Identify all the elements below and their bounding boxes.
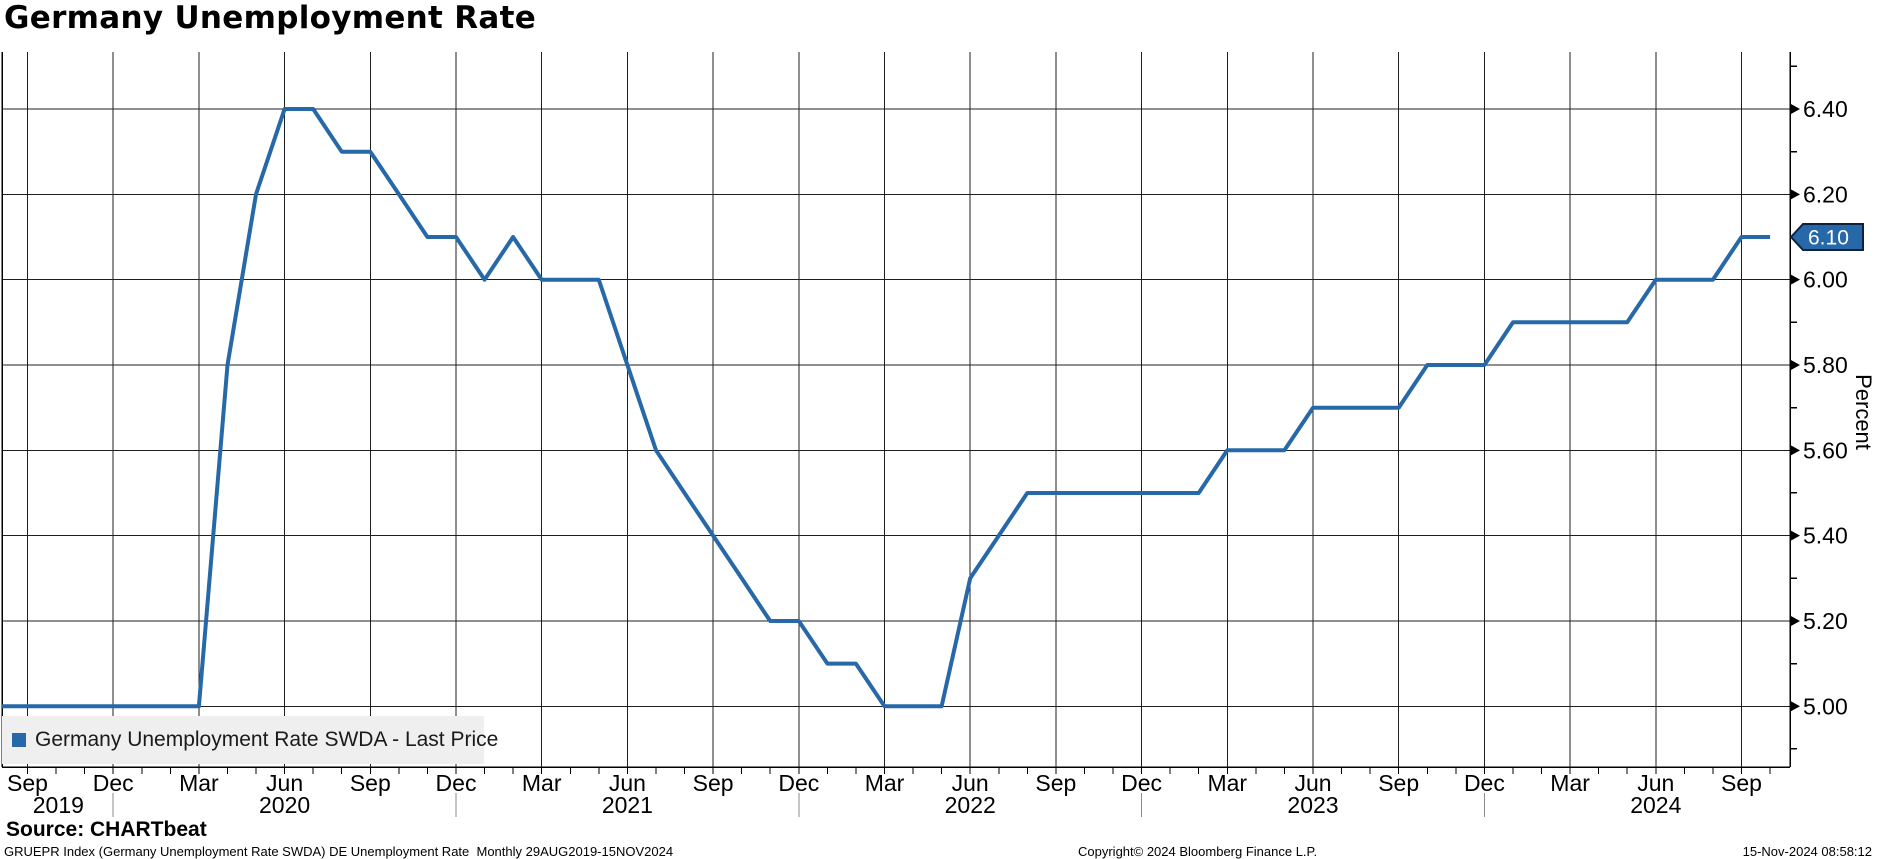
y-axis-title: Percent: [1851, 374, 1876, 450]
y-tick-arrow-icon: [1790, 359, 1800, 371]
y-tick-label: 6.00: [1803, 267, 1848, 293]
x-tick-label: Dec: [778, 770, 819, 796]
x-tick-label: Jun: [609, 770, 646, 796]
y-tick-arrow-icon: [1790, 444, 1800, 456]
footer-security-description: GRUEPR Index (Germany Unemployment Rate …: [4, 844, 674, 859]
x-year-label: 2022: [945, 792, 996, 818]
x-year-label: 2019: [33, 792, 84, 818]
x-tick-label: Dec: [1121, 770, 1162, 796]
legend: Germany Unemployment Rate SWDA - Last Pr…: [2, 716, 498, 764]
x-tick-label: Dec: [1464, 770, 1505, 796]
x-tick-label: Mar: [179, 770, 219, 796]
y-tick-label: 6.20: [1803, 181, 1848, 207]
x-tick-label: Mar: [1207, 770, 1247, 796]
x-tick-label: Jun: [952, 770, 989, 796]
y-tick-arrow-icon: [1790, 700, 1800, 712]
y-tick-label: 5.40: [1803, 523, 1848, 549]
footer-copyright: Copyright© 2024 Bloomberg Finance L.P.: [1078, 844, 1318, 859]
x-tick-label: Sep: [693, 770, 734, 796]
x-tick-label: Sep: [7, 770, 48, 796]
last-price-label: 6.10: [1808, 226, 1849, 249]
x-year-label: 2023: [1287, 792, 1338, 818]
series-line: [2, 107, 1771, 709]
y-tick-arrow-icon: [1790, 530, 1800, 542]
y-tick-arrow-icon: [1790, 615, 1800, 627]
x-tick-label: Mar: [865, 770, 905, 796]
x-year-label: 2021: [602, 792, 653, 818]
y-tick-arrow-icon: [1790, 274, 1800, 286]
x-year-label: 2024: [1630, 792, 1681, 818]
y-tick-label: 5.20: [1803, 608, 1848, 634]
source-line: Source: CHARTbeat: [6, 818, 207, 841]
y-tick-label: 5.00: [1803, 693, 1848, 719]
y-tick-arrow-icon: [1790, 103, 1800, 115]
x-year-label: 2020: [259, 792, 310, 818]
x-tick-label: Jun: [266, 770, 303, 796]
y-tick-label: 6.40: [1803, 96, 1848, 122]
x-tick-label: Jun: [1637, 770, 1674, 796]
x-tick-label: Sep: [1035, 770, 1076, 796]
x-tick-label: Sep: [350, 770, 391, 796]
x-tick-label: Dec: [436, 770, 477, 796]
x-tick-label: Sep: [1721, 770, 1762, 796]
y-tick-label: 5.60: [1803, 437, 1848, 463]
x-tick-label: Sep: [1378, 770, 1419, 796]
legend-swatch-icon: [12, 733, 26, 747]
x-tick-label: Dec: [93, 770, 134, 796]
last-price-tag: [1789, 222, 1864, 251]
page-title: Germany Unemployment Rate: [4, 0, 537, 36]
footer-timestamp: 15-Nov-2024 08:58:12: [1742, 844, 1872, 859]
legend-label: Germany Unemployment Rate SWDA - Last Pr…: [35, 728, 499, 751]
x-tick-label: Mar: [1550, 770, 1590, 796]
y-tick-label: 5.80: [1803, 352, 1848, 378]
y-tick-arrow-icon: [1790, 188, 1800, 200]
x-tick-label: Jun: [1294, 770, 1331, 796]
x-tick-label: Mar: [522, 770, 562, 796]
